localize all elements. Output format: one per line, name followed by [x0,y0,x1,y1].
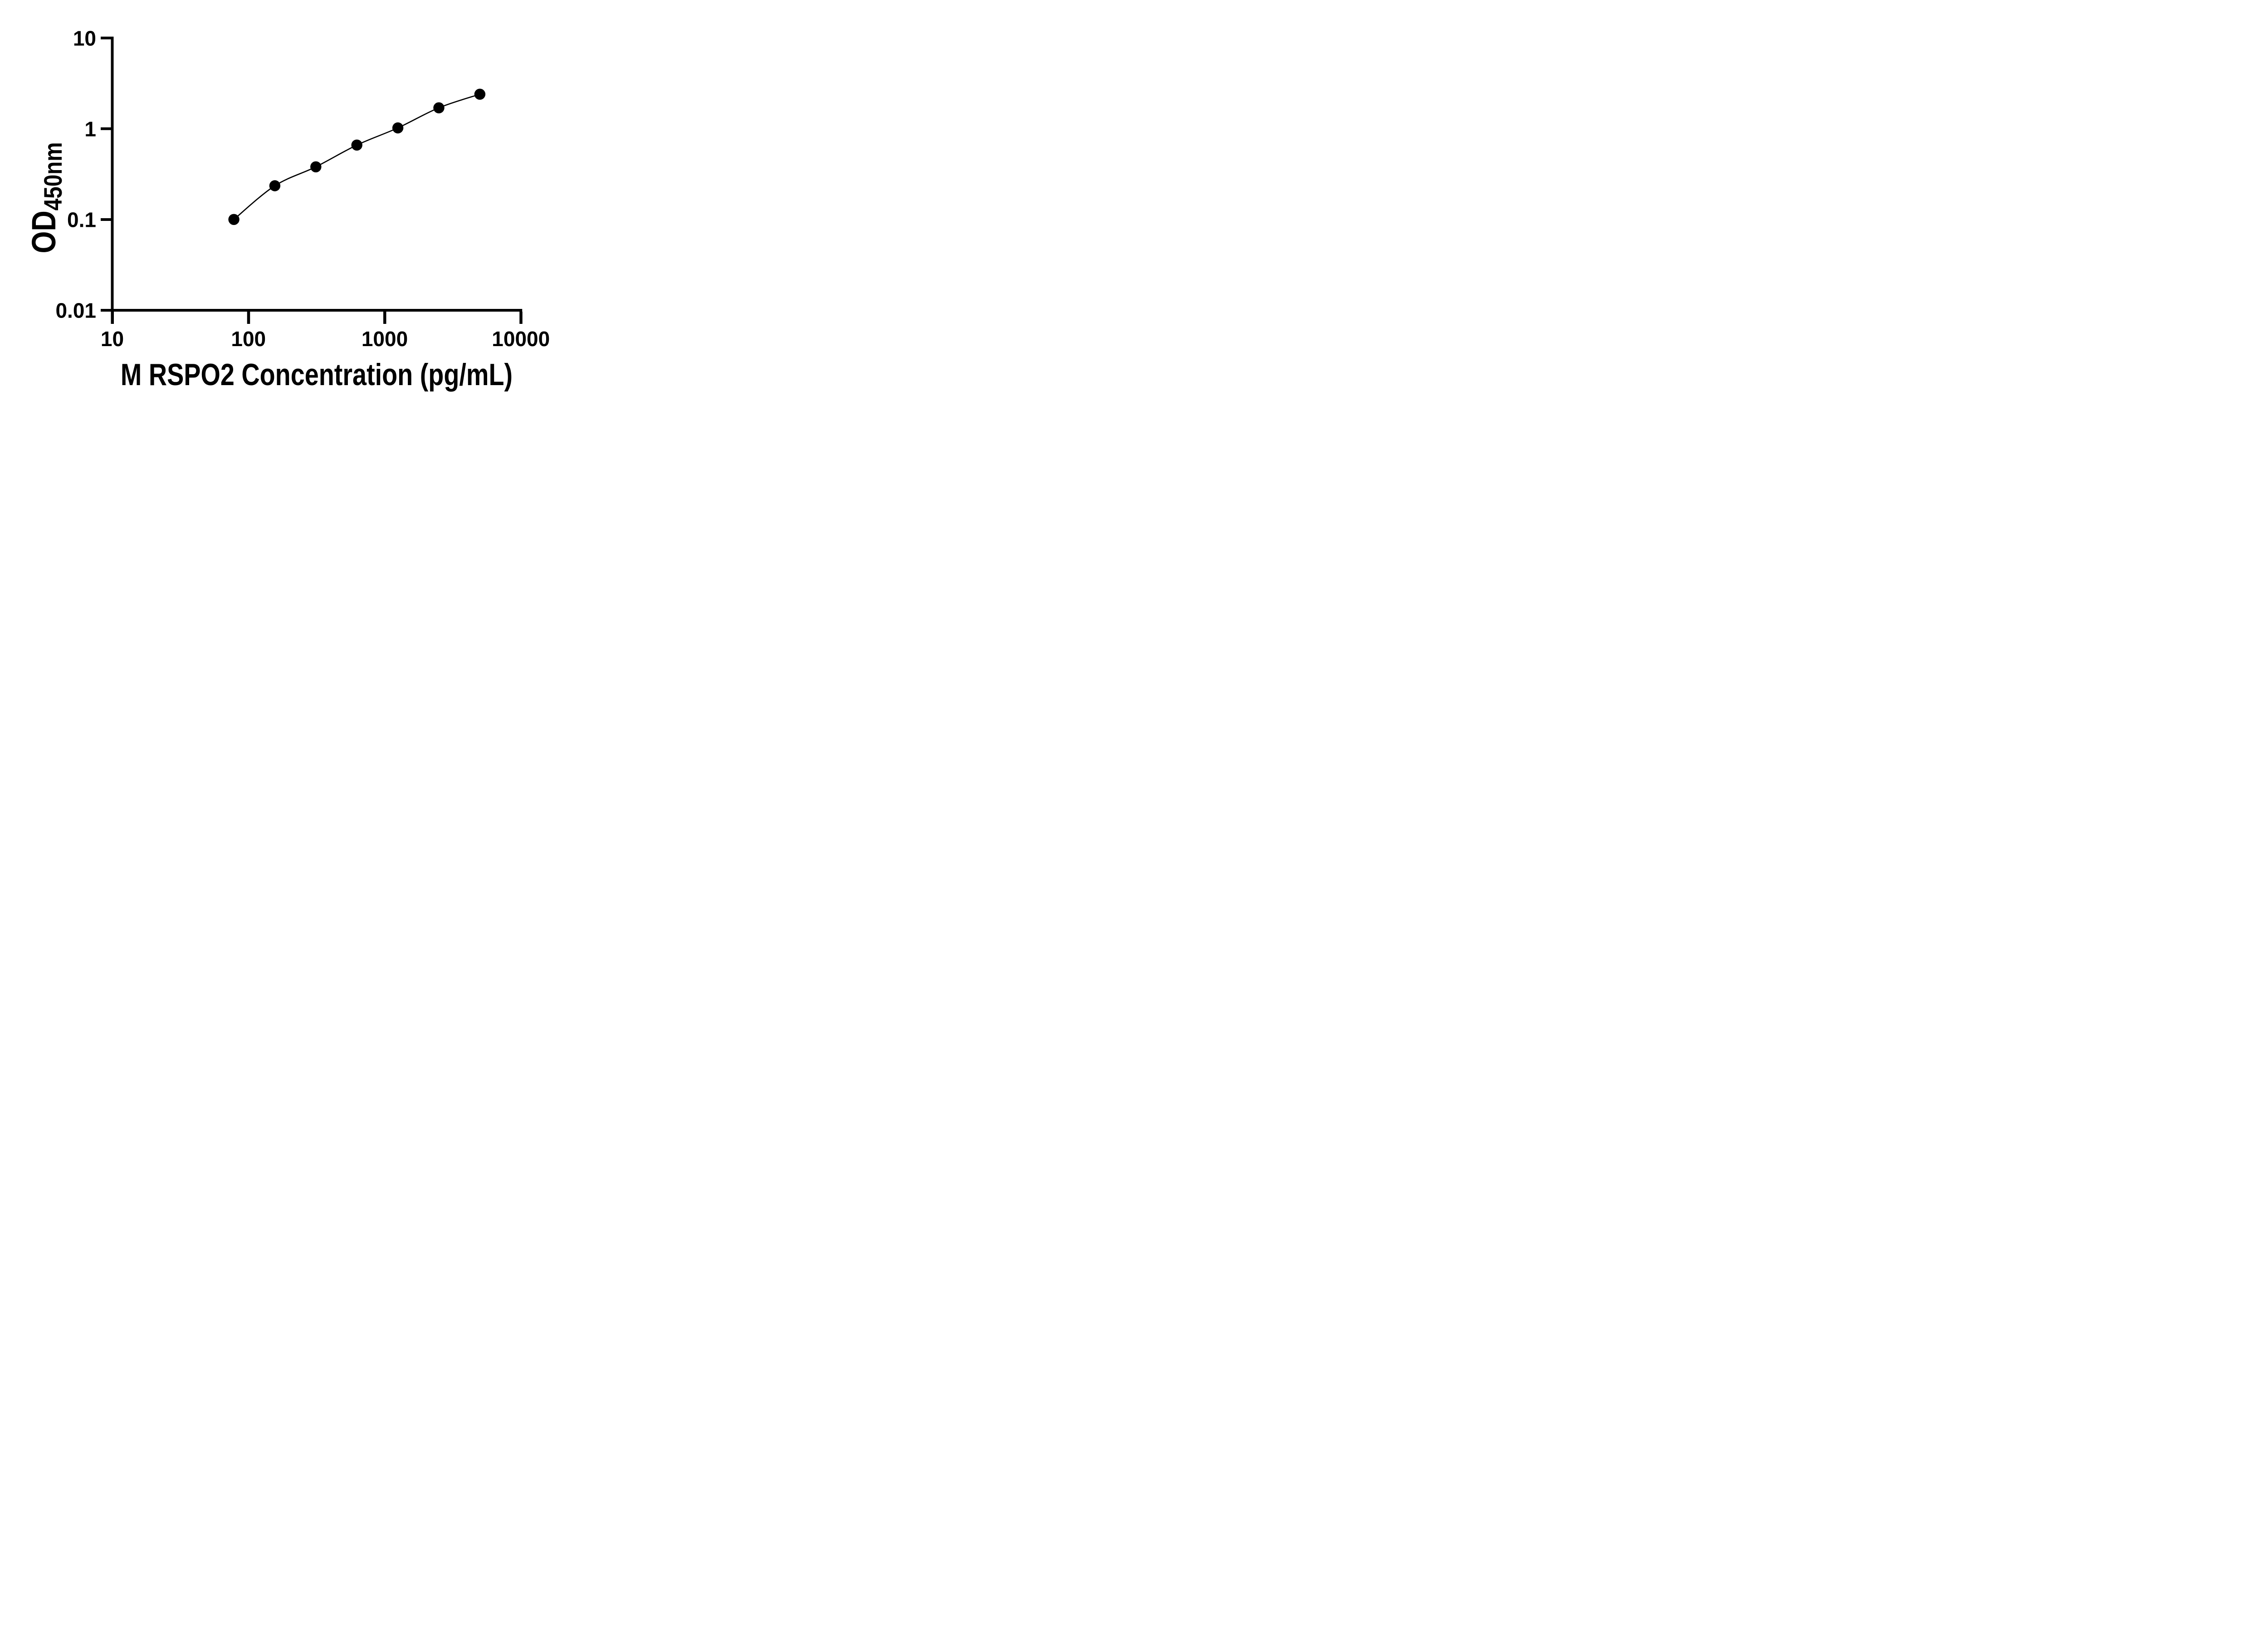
x-tick-10000 [519,312,523,324]
data-point [392,122,404,134]
y-tick-label-0.1: 0.1 [67,208,96,232]
x-axis-title: M RSPO2 Concentration (pg/mL) [121,358,513,392]
x-tick-label-100: 100 [231,327,266,351]
x-tick-1000 [383,312,386,324]
y-axis-line [111,36,114,312]
y-axis-title-sub: 450nm [39,142,67,210]
x-tick-label-10: 10 [101,327,124,351]
x-tick-label-1000: 1000 [362,327,408,351]
elisa-standard-curve-figure: 10 1 0.1 0.01 10 100 1000 10000 M RSPO2 … [0,0,583,408]
fit-curve [233,93,481,220]
y-axis-title: OD450nm [25,142,68,253]
x-axis-line [111,309,523,312]
data-point [269,180,281,191]
y-axis-title-main: OD [25,210,63,253]
y-tick-0.01 [101,309,111,312]
data-point [433,102,445,113]
data-point [351,139,362,151]
y-tick-0.1 [101,218,111,221]
data-point [474,88,486,100]
data-point [310,161,322,172]
y-tick-1 [101,127,111,130]
x-tick-100 [247,312,250,324]
y-tick-label-0.01: 0.01 [55,299,96,323]
y-tick-10 [101,36,111,39]
y-tick-label-10: 10 [73,26,96,50]
x-tick-label-10000: 10000 [492,327,550,351]
data-points [228,88,486,225]
y-tick-label-1: 1 [84,117,96,141]
chart-canvas: 10 1 0.1 0.01 10 100 1000 10000 M RSPO2 … [25,26,550,392]
x-tick-10 [111,312,114,324]
data-point [228,214,240,225]
